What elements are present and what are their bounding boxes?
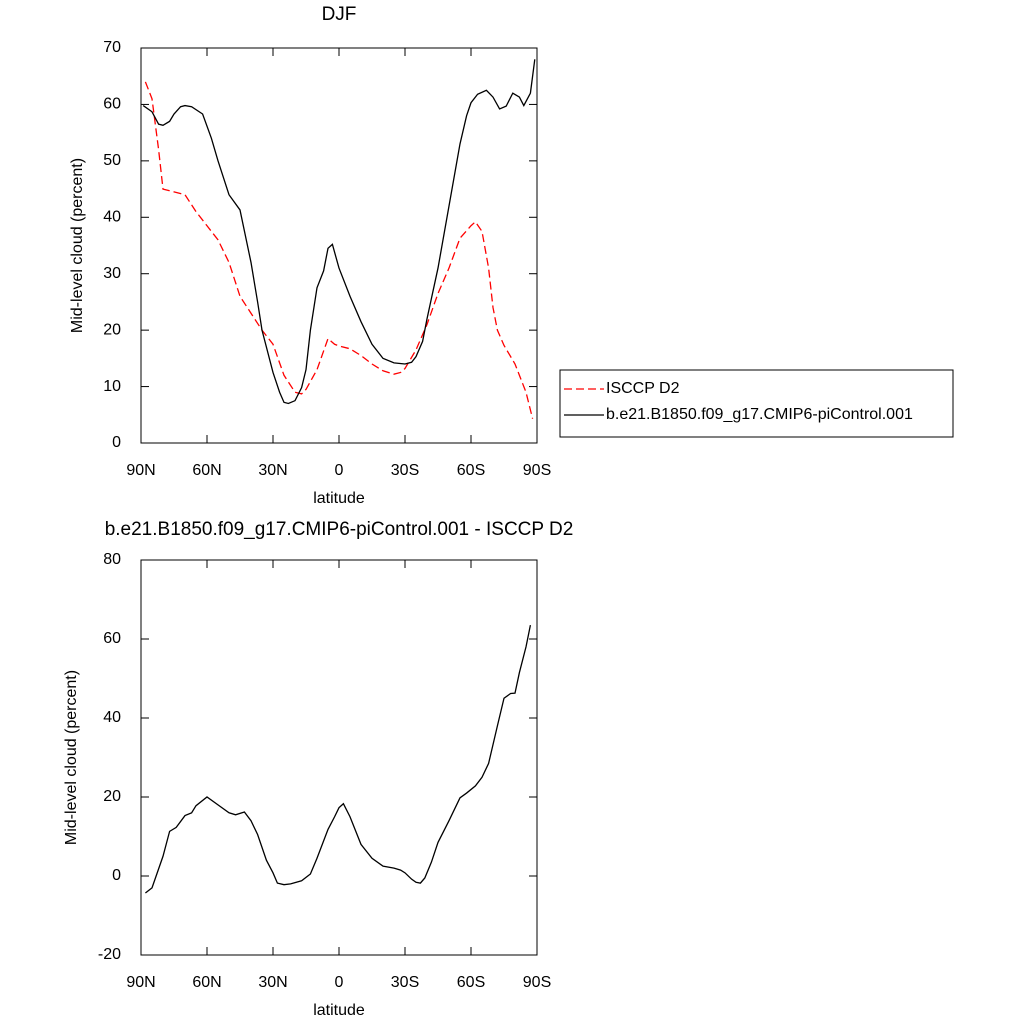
y-tick-label: 60: [103, 630, 121, 647]
y-tick-label: 60: [103, 96, 121, 113]
y-tick-label: 20: [103, 788, 121, 805]
data-line: [145, 625, 532, 894]
x-tick-label: 90N: [126, 462, 155, 479]
x-tick-label: 0: [335, 974, 344, 991]
x-tick-label: 30S: [391, 462, 419, 479]
x-tick-label: 30N: [258, 462, 287, 479]
x-tick-label: 90S: [523, 974, 551, 991]
x-tick-label: 60S: [457, 462, 485, 479]
y-tick-label: 0: [112, 867, 121, 884]
y-axis-label: Mid-level cloud (percent): [63, 670, 80, 845]
y-tick-label: 70: [103, 39, 121, 56]
y-tick-label: 20: [103, 321, 121, 338]
x-tick-label: 60S: [457, 974, 485, 991]
plot-frame: [140, 559, 538, 956]
y-tick-label: 80: [103, 551, 121, 568]
y-axis-label: Mid-level cloud (percent): [69, 158, 86, 333]
x-axis-label: latitude: [313, 1002, 365, 1019]
x-tick-label: 90N: [126, 974, 155, 991]
legend-label: ISCCP D2: [606, 380, 680, 397]
x-tick-label: 30S: [391, 974, 419, 991]
y-tick-label: 0: [112, 434, 121, 451]
plot-frame: [140, 47, 538, 444]
legend-box: [559, 369, 954, 438]
y-tick-label: 40: [103, 209, 121, 226]
x-tick-label: 30N: [258, 974, 287, 991]
x-tick-label: 90S: [523, 462, 551, 479]
x-tick-label: 60N: [192, 462, 221, 479]
x-tick-label: 60N: [192, 974, 221, 991]
y-tick-label: -20: [98, 946, 121, 963]
x-axis-label: latitude: [313, 490, 365, 507]
data-line: [144, 81, 534, 419]
y-tick-label: 50: [103, 152, 121, 169]
chart-title: DJF: [322, 4, 357, 25]
y-tick-label: 40: [103, 709, 121, 726]
chart-title: b.e21.B1850.f09_g17.CMIP6-piControl.001 …: [105, 519, 574, 540]
x-tick-label: 0: [335, 462, 344, 479]
data-line: [142, 59, 536, 405]
legend-label: b.e21.B1850.f09_g17.CMIP6-piControl.001: [606, 406, 913, 423]
y-tick-label: 10: [103, 378, 121, 395]
y-tick-label: 30: [103, 265, 121, 282]
